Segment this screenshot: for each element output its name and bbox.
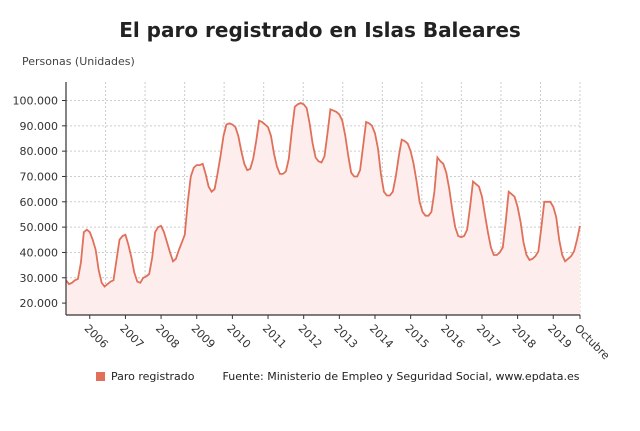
y-tick-label: 20.000 — [20, 297, 59, 310]
y-tick-label: 80.000 — [20, 145, 59, 158]
x-tick-label: 2014 — [367, 322, 396, 351]
x-tick-label: 2007 — [117, 322, 146, 351]
y-tick-label: 50.000 — [20, 221, 59, 234]
x-tick-label: 2018 — [509, 322, 538, 351]
x-tick-label: 2015 — [403, 322, 432, 351]
legend: Paro registrado Fuente: Ministerio de Em… — [96, 370, 579, 383]
series-area-fill — [66, 103, 580, 315]
y-tick-label: 30.000 — [20, 272, 59, 285]
x-tick-label: 2010 — [224, 322, 253, 351]
x-tick-label: 2009 — [189, 322, 218, 351]
legend-swatch — [96, 372, 105, 381]
x-tick-label: 2006 — [82, 322, 111, 351]
x-tick-label: 2016 — [438, 322, 467, 351]
data-points — [65, 103, 581, 287]
series-line — [65, 102, 581, 288]
y-tick-label: 90.000 — [20, 120, 59, 133]
y-tick-labels: 20.000 30.000 40.000 50.000 60.000 70.000 80.0… — [13, 94, 59, 310]
legend-series-label: Paro registrado — [111, 370, 195, 383]
y-tick-label: 60.000 — [20, 196, 59, 209]
x-tick-label: Octubre — [572, 322, 612, 362]
x-tick-label: 2013 — [331, 322, 360, 351]
axes — [62, 82, 581, 319]
x-tick-labels: 2006 2007 2008 2009 2010 2011 2012 2013 2014 2015… — [82, 322, 613, 362]
x-tick-label: 2017 — [474, 322, 503, 351]
y-tick-label: 100.000 — [13, 94, 59, 107]
x-tick-label: 2012 — [296, 322, 325, 351]
chart-title: El paro registrado en Islas Baleares — [119, 18, 521, 42]
y-tick-label: 40.000 — [20, 246, 59, 259]
x-tick-label: 2008 — [153, 322, 182, 351]
y-axis-label: Personas (Unidades) — [22, 55, 135, 68]
y-tick-label: 70.000 — [20, 170, 59, 183]
x-tick-label: 2011 — [260, 322, 289, 351]
source-note: Fuente: Ministerio de Empleo y Seguridad… — [222, 370, 580, 383]
x-tick-label: 2019 — [545, 322, 574, 351]
